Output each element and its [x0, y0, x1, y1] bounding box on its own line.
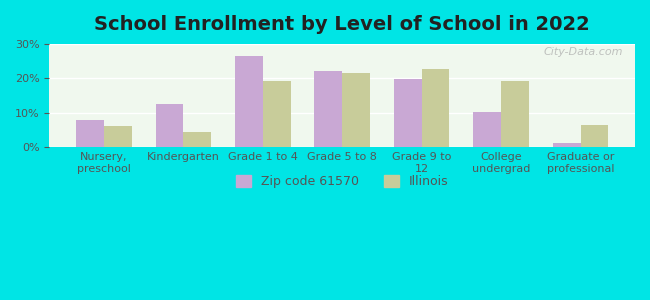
Bar — [580, 125, 608, 147]
Text: City-Data.com: City-Data.com — [544, 47, 623, 57]
Bar — [343, 73, 370, 147]
Bar — [552, 143, 580, 147]
Bar — [183, 132, 211, 147]
Bar — [235, 56, 263, 147]
Bar — [104, 126, 132, 147]
Bar — [315, 71, 343, 147]
Bar — [394, 79, 422, 147]
Bar — [76, 120, 104, 147]
Bar — [155, 104, 183, 147]
Bar — [473, 112, 501, 147]
Bar — [422, 69, 450, 147]
Bar — [501, 81, 529, 147]
Title: School Enrollment by Level of School in 2022: School Enrollment by Level of School in … — [94, 15, 590, 34]
Bar — [263, 81, 291, 147]
Legend: Zip code 61570, Illinois: Zip code 61570, Illinois — [229, 169, 455, 195]
